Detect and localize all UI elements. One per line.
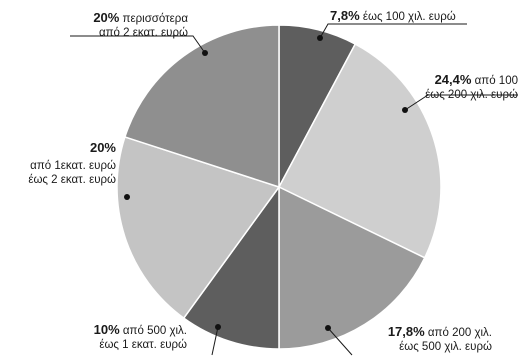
slice-range-text: από 2 εκατ. ευρώ bbox=[99, 27, 188, 39]
leader-dot-2 bbox=[402, 107, 408, 113]
slice-label-2: 24,4% από 100 έως 200 χιλ. ευρώ bbox=[425, 72, 518, 101]
pie-slice-3 bbox=[278, 185, 426, 350]
leader-dot-5 bbox=[124, 194, 130, 200]
leader-line-1 bbox=[319, 23, 467, 39]
slice-percentage: 24,4% bbox=[435, 72, 472, 87]
slice-range-text: από 1εκατ. ευρώ bbox=[30, 160, 116, 172]
slice-range-text: έως 500 χιλ. ευρώ bbox=[399, 341, 492, 353]
pie-slice-2 bbox=[277, 43, 442, 259]
slice-annotations: 7,8% έως 100 χιλ. ευρώ 24,4% από 100 έως 2… bbox=[28, 8, 518, 356]
slice-range-text: έως 200 χιλ. ευρώ bbox=[425, 89, 518, 101]
leader-line-6 bbox=[70, 35, 206, 54]
slice-label-3: 17,8% από 200 χιλ. έως 500 χιλ. ευρώ bbox=[388, 324, 492, 353]
slice-range-text: έως 2 εκατ. ευρώ bbox=[28, 174, 116, 186]
pie-slice-5 bbox=[116, 135, 281, 320]
leader-line-4 bbox=[211, 326, 219, 356]
slice-range-text: έως 1 εκατ. ευρώ bbox=[99, 339, 187, 351]
pie-slices bbox=[116, 24, 442, 350]
slice-percentage: 20% bbox=[93, 10, 119, 25]
slice-label-5: 20% από 1εκατ. ευρώ έως 2 εκατ. ευρώ bbox=[28, 140, 116, 186]
slice-range-text: από 500 χιλ. bbox=[120, 325, 187, 337]
leader-dot-4 bbox=[215, 324, 221, 330]
slice-percentage: 20% bbox=[90, 140, 116, 155]
leader-line-2 bbox=[404, 94, 518, 111]
slice-range-text: έως 100 χιλ. ευρώ bbox=[360, 11, 456, 23]
leader-line-3 bbox=[327, 327, 353, 356]
slice-percentage: 17,8% bbox=[388, 324, 425, 339]
slice-range-text: από 200 χιλ. bbox=[425, 327, 492, 339]
slice-range-text: από 100 bbox=[471, 75, 518, 87]
pie-slice-4 bbox=[182, 184, 280, 350]
leader-dot-1 bbox=[317, 35, 323, 41]
leader-dot-6 bbox=[202, 50, 208, 56]
pie-slice-6 bbox=[123, 24, 280, 189]
slice-label-1: 7,8% έως 100 χιλ. ευρώ bbox=[330, 8, 456, 23]
slice-range-text: περισσότερα bbox=[119, 13, 188, 25]
slice-percentage: 10% bbox=[94, 322, 120, 337]
slice-label-6: 20% περισσότερα από 2 εκατ. ευρώ bbox=[93, 10, 188, 39]
leader-dot-3 bbox=[325, 325, 331, 331]
slice-percentage: 7,8% bbox=[330, 8, 360, 23]
slice-label-4: 10% από 500 χιλ. έως 1 εκατ. ευρώ bbox=[94, 322, 187, 351]
